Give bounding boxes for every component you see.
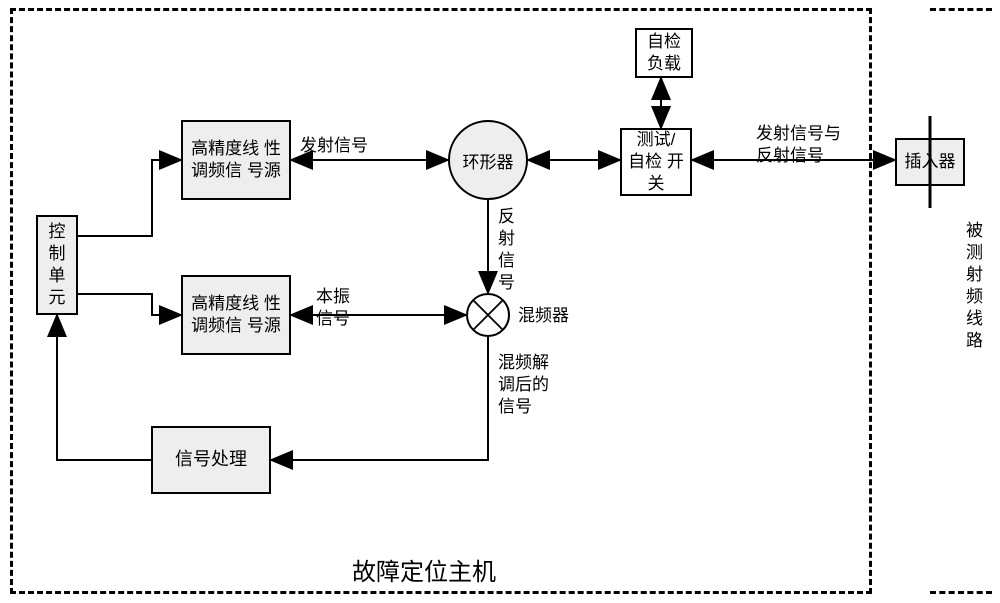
control-unit-box: 控 制 单 元 <box>36 215 78 315</box>
diagram-title: 故障定位主机 <box>352 552 496 587</box>
mixer-x-icon <box>468 293 508 337</box>
lo-signal-label: 本振 信号 <box>316 286 350 330</box>
signal-proc-box: 信号处理 <box>151 426 271 494</box>
circulator-label: 环形器 <box>463 148 514 173</box>
chirp-source-1-label: 高精度线 性调频信 号源 <box>189 138 283 182</box>
inserter-label: 插入器 <box>905 151 956 173</box>
signal-proc-label: 信号处理 <box>175 448 247 471</box>
self-load-box: 自检 负载 <box>635 28 693 78</box>
tx-signal-label: 发射信号 <box>300 135 368 157</box>
mixer-node <box>466 293 510 337</box>
tx-rx-signal-label: 发射信号与 反射信号 <box>756 123 841 167</box>
control-unit-label: 控 制 单 元 <box>44 221 70 309</box>
self-load-label: 自检 负载 <box>643 31 685 75</box>
diagram-canvas: 控 制 单 元 高精度线 性调频信 号源 高精度线 性调频信 号源 信号处理 测… <box>0 0 1000 603</box>
dut-line-label: 被 测 射 频 线 路 <box>966 220 983 353</box>
mixer-text-label: 混频器 <box>518 305 569 327</box>
demod-signal-label: 混频解 调后的 信号 <box>498 352 549 418</box>
chirp-source-1-box: 高精度线 性调频信 号源 <box>181 120 291 200</box>
test-switch-box: 测试/ 自检 开关 <box>620 128 692 196</box>
inserter-box: 插入器 <box>895 138 965 186</box>
test-switch-label: 测试/ 自检 开关 <box>628 129 684 195</box>
reflect-signal-label: 反 射 信 号 <box>498 206 515 294</box>
chirp-source-2-box: 高精度线 性调频信 号源 <box>181 275 291 355</box>
chirp-source-2-label: 高精度线 性调频信 号源 <box>189 293 283 337</box>
dashed-main-border <box>10 8 872 594</box>
circulator-node: 环形器 <box>448 120 528 200</box>
